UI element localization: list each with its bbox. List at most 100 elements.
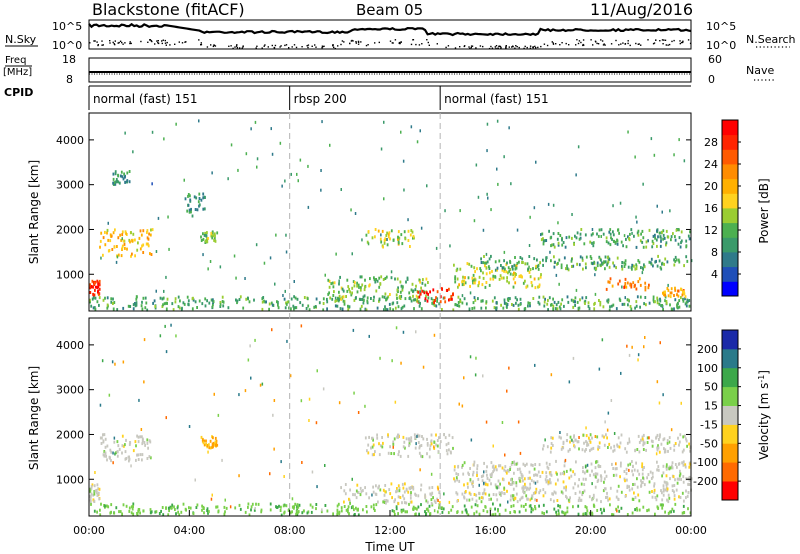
data-cell xyxy=(369,277,371,281)
noise-cell xyxy=(350,208,352,212)
nsearch-dot xyxy=(575,44,577,46)
data-cell xyxy=(362,489,364,493)
data-cell xyxy=(178,513,181,517)
data-cell xyxy=(521,474,524,478)
noise-cell xyxy=(380,233,382,237)
data-cell xyxy=(326,300,329,304)
data-cell xyxy=(144,443,146,447)
data-cell xyxy=(543,300,546,304)
data-cell xyxy=(625,285,628,289)
noise-cell xyxy=(610,399,613,402)
data-cell xyxy=(547,308,549,312)
data-cell xyxy=(643,265,646,269)
data-cell xyxy=(555,303,558,307)
nsearch-dot xyxy=(214,45,217,47)
data-cell xyxy=(658,438,660,441)
data-cell xyxy=(473,460,476,464)
data-cell xyxy=(348,512,350,516)
noise-cell xyxy=(444,209,446,213)
data-cell xyxy=(527,301,530,305)
velocity-scatter xyxy=(89,323,693,517)
nsearch-dot xyxy=(679,42,681,45)
data-cell xyxy=(366,449,368,453)
data-cell xyxy=(389,293,391,296)
data-cell xyxy=(348,287,350,291)
nsearch-dot xyxy=(169,44,171,46)
data-cell xyxy=(363,288,366,292)
data-cell xyxy=(389,307,392,311)
noise-cell xyxy=(475,356,477,360)
data-cell xyxy=(209,439,212,443)
data-cell xyxy=(594,472,597,476)
data-cell xyxy=(474,503,477,507)
data-cell xyxy=(94,489,97,493)
data-cell xyxy=(557,261,559,265)
data-cell xyxy=(624,259,627,263)
data-cell xyxy=(401,482,404,486)
data-cell xyxy=(480,261,483,264)
data-cell xyxy=(612,230,614,234)
data-cell xyxy=(580,482,583,486)
data-cell xyxy=(605,236,608,240)
data-cell xyxy=(667,493,670,497)
data-cell xyxy=(678,260,681,264)
data-cell xyxy=(631,263,634,267)
data-cell xyxy=(681,491,684,495)
data-cell xyxy=(671,507,674,511)
data-cell xyxy=(636,508,639,512)
data-cell xyxy=(658,302,661,306)
data-cell xyxy=(365,492,368,496)
nsearch-dot xyxy=(295,46,298,49)
data-cell xyxy=(568,476,571,480)
data-cell xyxy=(486,260,489,264)
data-cell xyxy=(128,506,131,510)
data-cell xyxy=(418,434,421,438)
nsearch-dot xyxy=(428,44,430,46)
data-cell xyxy=(391,496,393,500)
data-cell xyxy=(567,498,570,502)
data-cell xyxy=(356,281,358,285)
data-cell xyxy=(546,302,549,306)
data-cell xyxy=(343,500,345,504)
data-cell xyxy=(670,510,672,514)
data-cell xyxy=(553,300,556,304)
data-cell xyxy=(327,278,330,282)
data-cell xyxy=(202,441,205,445)
data-cell xyxy=(483,255,485,258)
data-cell xyxy=(667,288,670,292)
data-cell xyxy=(655,238,658,242)
data-cell xyxy=(545,480,548,484)
velocity-colorbar-label: Velocity [m s-1] xyxy=(757,370,772,460)
data-cell xyxy=(380,275,383,279)
data-cell xyxy=(574,304,576,307)
freq-tick-high: 18 xyxy=(62,53,76,66)
data-cell xyxy=(146,230,148,234)
data-cell xyxy=(373,278,376,282)
data-cell xyxy=(553,490,556,494)
nsearch-dot xyxy=(210,44,212,46)
data-cell xyxy=(482,261,485,265)
data-cell xyxy=(518,260,520,264)
data-cell xyxy=(501,266,504,270)
data-cell xyxy=(106,306,109,310)
noise-cell xyxy=(621,285,623,289)
data-cell xyxy=(552,307,555,311)
data-cell xyxy=(296,297,299,301)
data-cell xyxy=(574,300,576,304)
data-cell xyxy=(378,276,381,280)
data-cell xyxy=(390,482,393,486)
noise-cell xyxy=(418,300,420,304)
data-cell xyxy=(401,242,404,246)
data-cell xyxy=(200,235,202,239)
data-cell xyxy=(419,292,422,296)
data-cell xyxy=(630,285,633,289)
data-cell xyxy=(688,237,691,241)
data-cell xyxy=(102,433,104,437)
data-cell xyxy=(668,496,671,500)
data-cell xyxy=(399,297,402,300)
data-cell xyxy=(94,285,97,289)
data-cell xyxy=(522,462,525,466)
data-cell xyxy=(655,259,657,263)
data-cell xyxy=(165,301,168,305)
data-cell xyxy=(644,296,647,299)
